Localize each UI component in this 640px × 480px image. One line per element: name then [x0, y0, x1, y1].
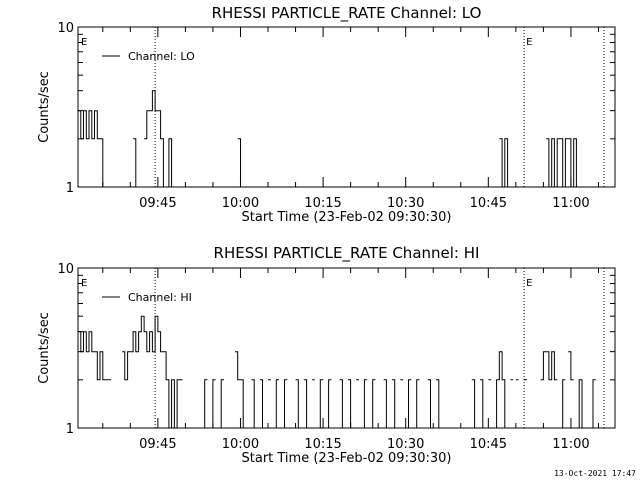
marker-label: E [81, 278, 87, 289]
x-tick-label: 10:00 [222, 437, 259, 452]
x-tick-label: 11:00 [552, 437, 589, 452]
series-line [78, 90, 585, 188]
marker-label: E [526, 37, 532, 48]
y-tick-label: 1 [66, 181, 74, 196]
chart-title: RHESSI PARTICLE_RATE Channel: LO [212, 4, 482, 23]
x-tick-label: 11:00 [552, 196, 589, 211]
x-tick-label: 09:45 [139, 437, 176, 452]
panel-hi: RHESSI PARTICLE_RATE Channel: HI Counts/s… [37, 244, 616, 466]
x-axis-label: Start Time (23-Feb-02 09:30:30) [242, 451, 452, 466]
x-tick-label: 10:30 [387, 437, 424, 452]
marker-label: E [526, 278, 532, 289]
y-tick-label: 10 [57, 21, 74, 36]
x-tick-label: 10:30 [387, 196, 424, 211]
x-tick-label: 10:15 [304, 437, 341, 452]
legend: Channel: HI [102, 291, 192, 304]
plot-frame [77, 26, 616, 188]
legend-entry: Channel: LO [128, 50, 195, 63]
footer-timestamp: 13-Oct-2021 17:47 [554, 469, 636, 478]
x-tick-label: 10:00 [222, 196, 259, 211]
plot-frame [77, 267, 616, 429]
legend: Channel: LO [102, 50, 195, 63]
x-tick-label: 10:45 [470, 437, 507, 452]
y-tick-label: 1 [66, 422, 74, 437]
series-line [78, 315, 602, 429]
x-axis-label: Start Time (23-Feb-02 09:30:30) [242, 210, 452, 225]
x-tick-label: 10:15 [304, 196, 341, 211]
legend-entry: Channel: HI [128, 291, 192, 304]
panel-lo: RHESSI PARTICLE_RATE Channel: LO Counts/s… [37, 4, 616, 225]
x-tick-label: 10:45 [470, 196, 507, 211]
y-axis-label: Counts/sec [37, 71, 52, 143]
y-axis-label: Counts/sec [37, 312, 52, 384]
marker-label: E [81, 37, 87, 48]
x-tick-label: 09:45 [139, 196, 176, 211]
y-tick-label: 10 [57, 262, 74, 277]
chart-title: RHESSI PARTICLE_RATE Channel: HI [214, 244, 480, 263]
